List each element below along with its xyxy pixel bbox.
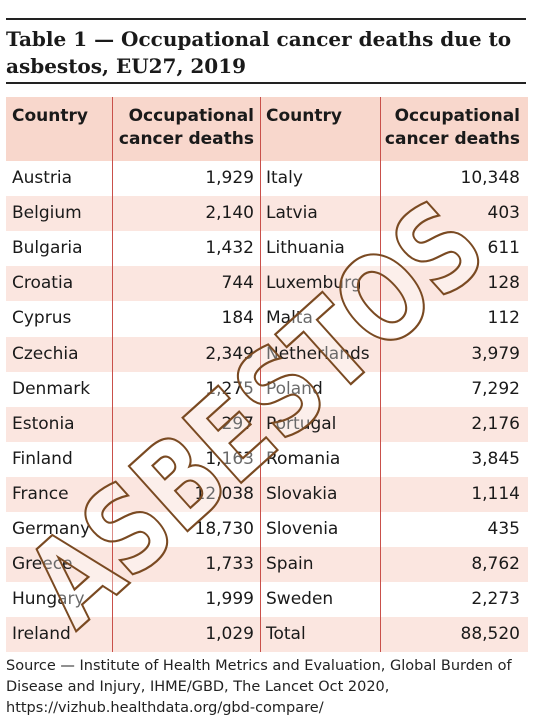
- deaths-cell: 297: [221, 413, 254, 434]
- country-cell: Sweden: [266, 589, 334, 610]
- deaths-cell: 3,979: [471, 343, 520, 364]
- country-cell: Poland: [266, 378, 323, 399]
- country-cell: Malta: [266, 308, 313, 329]
- deaths-cell: 12,038: [194, 483, 254, 504]
- country-cell: Latvia: [266, 203, 318, 224]
- header-row: [6, 97, 528, 161]
- column-divider: [260, 97, 261, 652]
- deaths-cell: 1,432: [205, 238, 254, 259]
- country-cell: Italy: [266, 168, 303, 188]
- table-row: [6, 547, 528, 583]
- country-cell: Hungary: [12, 589, 85, 610]
- deaths-cell: 128: [487, 273, 520, 294]
- country-cell: Total: [266, 624, 306, 645]
- country-cell: Czechia: [12, 343, 79, 364]
- column-header: Occupational cancer deaths: [384, 106, 520, 149]
- country-cell: Croatia: [12, 273, 74, 294]
- column-header: Country: [12, 106, 88, 126]
- country-cell: Slovakia: [266, 483, 338, 504]
- table-row: [6, 476, 528, 512]
- deaths-cell: 1,163: [205, 448, 254, 469]
- deaths-cell: 8,762: [471, 554, 520, 575]
- deaths-cell: 2,140: [205, 203, 254, 224]
- column-divider: [380, 97, 381, 652]
- deaths-cell: 1,999: [205, 589, 254, 610]
- source-note: Source — Institute of Health Metrics and…: [6, 658, 512, 716]
- deaths-cell: 1,275: [205, 378, 254, 399]
- country-cell: Spain: [266, 554, 314, 575]
- deaths-cell: 2,273: [471, 589, 520, 610]
- table-title: Table 1 — Occupational cancer deaths due…: [6, 27, 512, 78]
- deaths-cell: 403: [487, 203, 520, 224]
- deaths-cell: 1,733: [205, 554, 254, 575]
- column-header: Country: [266, 106, 342, 126]
- country-cell: Luxemburg: [266, 273, 362, 294]
- column-header: Occupational cancer deaths: [118, 106, 254, 149]
- country-cell: Finland: [12, 448, 73, 469]
- deaths-cell: 2,176: [471, 413, 520, 434]
- table-row: [6, 336, 528, 372]
- table-row: [6, 196, 528, 232]
- country-cell: Germany: [12, 519, 91, 539]
- country-cell: Ireland: [12, 624, 71, 645]
- table-row: [6, 266, 528, 302]
- country-cell: Belgium: [12, 203, 82, 224]
- country-cell: France: [12, 483, 69, 504]
- deaths-cell: 18,730: [194, 519, 254, 539]
- deaths-cell: 744: [221, 273, 254, 294]
- country-cell: Greece: [12, 554, 73, 575]
- country-cell: Denmark: [12, 378, 91, 399]
- top-rule: [6, 18, 526, 20]
- table-row: [6, 406, 528, 442]
- deaths-cell: 10,348: [460, 168, 520, 188]
- deaths-cell: 435: [487, 519, 520, 539]
- deaths-cell: 7,292: [471, 378, 520, 399]
- country-cell: Lithuania: [266, 238, 345, 259]
- country-cell: Netherlands: [266, 343, 370, 364]
- deaths-cell: 1,029: [205, 624, 254, 645]
- column-divider: [112, 97, 113, 652]
- country-cell: Portugal: [266, 413, 337, 434]
- country-cell: Cyprus: [12, 308, 72, 329]
- country-cell: Estonia: [12, 413, 75, 434]
- deaths-cell: 112: [487, 308, 520, 329]
- table-row: [6, 617, 528, 653]
- deaths-cell: 88,520: [460, 624, 520, 645]
- country-cell: Bulgaria: [12, 238, 83, 259]
- country-cell: Austria: [12, 168, 73, 188]
- country-cell: Slovenia: [266, 519, 339, 539]
- deaths-cell: 611: [487, 238, 520, 259]
- title-rule: [6, 82, 526, 84]
- deaths-cell: 3,845: [471, 448, 520, 469]
- deaths-cell: 2,349: [205, 343, 254, 364]
- table: Country Occupational cancer deaths Country…: [6, 97, 528, 653]
- deaths-cell: 1,114: [471, 483, 520, 504]
- deaths-cell: 1,929: [205, 168, 254, 188]
- deaths-cell: 184: [221, 308, 254, 329]
- country-cell: Romania: [266, 448, 341, 469]
